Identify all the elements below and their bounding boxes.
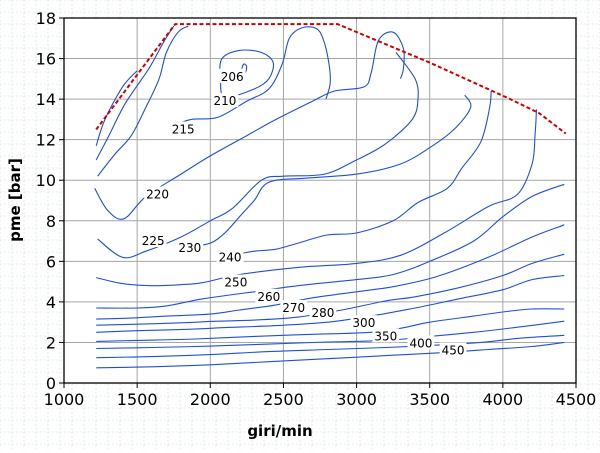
- y-axis-ticks: 0 2 4 6 8 10 12 14 16 18: [36, 9, 64, 393]
- contour-label-bg: [280, 299, 308, 314]
- y-tick-label: 8: [46, 212, 56, 231]
- contour-label-210: 210: [213, 94, 236, 108]
- x-tick-label: 3500: [409, 390, 450, 409]
- plot-background: [64, 18, 576, 383]
- x-tick-label: 2500: [263, 390, 304, 409]
- x-tick-label: 1500: [117, 390, 158, 409]
- contour-label-400: 400: [409, 336, 432, 350]
- y-tick-label: 6: [46, 252, 56, 271]
- contour-label-bg: [139, 233, 167, 248]
- boundary-line: [95, 23, 567, 135]
- x-tick-label: 4000: [482, 390, 523, 409]
- contour-line-215: [170, 26, 331, 128]
- contour-label-220: 220: [146, 187, 169, 201]
- contour-line-270: [96, 224, 565, 320]
- contour-line-unlabeled-16: [95, 70, 138, 146]
- y-tick-label: 10: [36, 171, 56, 190]
- contour-label-bg: [350, 315, 378, 330]
- contour-lines: [94, 25, 565, 369]
- contour-label-230: 230: [178, 241, 201, 255]
- x-tick-label: 3000: [336, 390, 377, 409]
- contour-line-280: [96, 253, 565, 326]
- contour-label-260: 260: [257, 290, 280, 304]
- y-tick-label: 4: [46, 293, 56, 312]
- contour-label-270: 270: [282, 301, 305, 315]
- contour-line-230: [177, 94, 472, 250]
- contour-label-bg: [439, 342, 467, 357]
- contour-line-240: [237, 90, 492, 255]
- x-axis-title: giri/min: [247, 422, 312, 440]
- contour-label-bg: [255, 288, 283, 303]
- x-tick-label: 4500: [556, 390, 597, 409]
- contour-line-unlabeled-15: [96, 341, 565, 369]
- contour-label-bg: [216, 249, 244, 264]
- contour-label-215: 215: [172, 123, 195, 137]
- y-axis-title: pme [bar]: [6, 158, 24, 242]
- contour-label-bg: [309, 305, 337, 320]
- x-axis-ticks: 1000 1500 2000 2500 3000 3500 4000 4500: [44, 383, 597, 409]
- contour-line-450: [96, 334, 565, 359]
- contour-label-bg: [407, 335, 435, 350]
- y-tick-label: 16: [36, 50, 56, 69]
- contour-label-240: 240: [219, 250, 242, 264]
- contour-line-unlabeled-17: [95, 25, 175, 161]
- contour-line-unlabeled-18: [97, 25, 189, 177]
- contour-label-300: 300: [352, 316, 375, 330]
- x-tick-label: 1000: [44, 390, 85, 409]
- contour-line-400: [96, 320, 565, 350]
- contour-label-bg: [211, 93, 239, 108]
- plot-frame: [63, 17, 577, 384]
- contour-label-250: 250: [224, 276, 247, 290]
- contour-line-220: [94, 31, 405, 220]
- contour-line-300: [96, 274, 565, 333]
- y-tick-label: 2: [46, 333, 56, 352]
- contour-label-206: 206: [221, 70, 244, 84]
- max-torque-boundary: [95, 23, 567, 135]
- contour-label-450: 450: [442, 344, 465, 358]
- contour-label-bg: [372, 328, 400, 343]
- contour-line-260: [96, 183, 565, 309]
- y-tick-label: 18: [36, 9, 56, 28]
- contour-label-bg: [218, 68, 246, 83]
- contour-label-bg: [144, 186, 172, 201]
- contour-label-225: 225: [142, 234, 165, 248]
- x-tick-label: 2000: [190, 390, 231, 409]
- y-tick-label: 14: [36, 90, 56, 109]
- contour-label-350: 350: [374, 329, 397, 343]
- contour-label-bg: [222, 274, 250, 289]
- y-tick-label: 0: [46, 374, 56, 393]
- contour-label-bg: [169, 121, 197, 136]
- contour-line-225: [97, 52, 419, 259]
- contour-line-250: [96, 109, 538, 287]
- contour-label-bg: [176, 240, 204, 255]
- contour-label-280: 280: [311, 306, 334, 320]
- y-tick-label: 12: [36, 131, 56, 150]
